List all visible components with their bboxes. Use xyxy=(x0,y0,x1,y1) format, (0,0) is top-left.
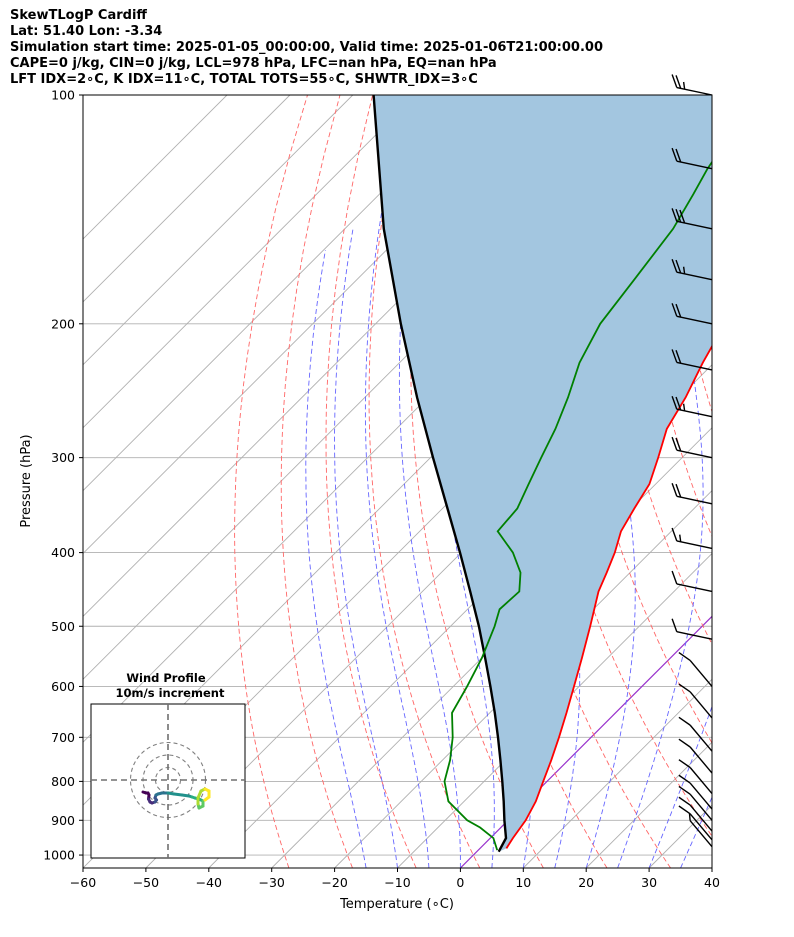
wind-barb xyxy=(671,527,713,550)
wind-barb xyxy=(671,436,713,459)
dry-adiabat xyxy=(697,95,712,245)
y-tick-label: 600 xyxy=(51,679,75,694)
x-tick-label: 30 xyxy=(641,875,657,890)
hodograph-segment xyxy=(203,795,211,802)
wind-barb xyxy=(678,716,713,752)
index-line: LFT IDX=2∘C, K IDX=11∘C, TOTAL TOTS=55∘C… xyxy=(10,72,478,87)
dry-adiabat xyxy=(280,95,353,868)
dry-adiabat xyxy=(764,95,794,868)
moist-adiabat xyxy=(334,228,398,868)
y-tick-label: 800 xyxy=(51,774,75,789)
wind-barb xyxy=(688,813,713,848)
moist-adiabat xyxy=(617,95,704,868)
wind-barb xyxy=(678,683,713,719)
wind-barb xyxy=(678,785,713,821)
wind-barb xyxy=(678,652,713,687)
y-tick-label: 900 xyxy=(51,813,75,828)
hodograph-title: Wind Profile xyxy=(126,671,206,685)
wind-barbs xyxy=(671,74,713,848)
y-tick-label: 400 xyxy=(51,545,75,560)
dry-adiabat xyxy=(731,95,794,868)
y-tick-label: 1000 xyxy=(43,848,75,863)
x-tick-label: 0 xyxy=(456,875,464,890)
parcel-profile-line xyxy=(372,95,508,853)
y-tick-label: 500 xyxy=(51,619,75,634)
time-line: Simulation start time: 2025-01-05_00:00:… xyxy=(10,40,603,55)
y-tick-label: 200 xyxy=(51,316,75,331)
moist-adiabat xyxy=(437,126,495,868)
y-axis-label: Pressure (hPa) xyxy=(19,434,34,527)
cape-cin-shading xyxy=(373,95,712,852)
wind-barb xyxy=(678,738,713,774)
moist-adiabat xyxy=(364,194,430,868)
moist-adiabat xyxy=(680,796,712,868)
x-tick-label: −50 xyxy=(133,875,159,890)
axes: −60 −50 −40 −30 −20 −10 0 10 20 30 40 100 200 300 400 5… xyxy=(43,88,720,891)
moist-adiabat xyxy=(305,250,367,868)
isotherm xyxy=(83,95,417,429)
x-tick-label: 40 xyxy=(704,875,720,890)
isotherm xyxy=(83,95,479,492)
hodograph-subtitle: 10m/s increment xyxy=(116,686,225,700)
wind-barb xyxy=(678,805,713,841)
hodograph-plot xyxy=(91,704,245,858)
isotherm xyxy=(83,95,354,366)
chart-title: SkewTLogP Cardiff xyxy=(10,8,147,23)
isotherm xyxy=(334,489,712,868)
y-tick-label: 300 xyxy=(51,450,75,465)
x-tick-label: −40 xyxy=(196,875,222,890)
zero-isotherm xyxy=(459,615,712,868)
wind-barb xyxy=(671,147,713,170)
dewpoint-line xyxy=(443,160,712,851)
isotherm xyxy=(83,95,291,303)
y-tick-label: 100 xyxy=(51,88,75,103)
x-tick-label: −20 xyxy=(321,875,347,890)
temperature-line xyxy=(505,344,712,849)
plot-area xyxy=(83,95,794,868)
x-axis-label: Temperature (∘C) xyxy=(339,897,454,912)
chart-title-block: SkewTLogP Cardiff Lat: 51.40 Lon: -3.34 … xyxy=(10,8,603,88)
moist-adiabat xyxy=(398,155,461,868)
isotherm xyxy=(83,95,228,240)
location-line: Lat: 51.40 Lon: -3.34 xyxy=(10,24,163,39)
dry-adiabat xyxy=(665,95,712,414)
wind-barb xyxy=(671,483,713,505)
dry-adiabat xyxy=(234,95,308,868)
wind-barb xyxy=(671,74,713,96)
x-tick-label: 20 xyxy=(578,875,594,890)
x-tick-label: −30 xyxy=(259,875,285,890)
x-tick-label: −10 xyxy=(384,875,410,890)
hodograph-inset: Wind Profile 10m/s increment xyxy=(90,671,246,859)
dry-adiabat xyxy=(325,95,417,868)
wind-barb xyxy=(671,303,713,325)
y-tick-label: 700 xyxy=(51,730,75,745)
x-tick-label: −60 xyxy=(70,875,96,890)
wind-barb xyxy=(671,570,713,593)
wind-barb xyxy=(671,618,713,640)
wind-barb xyxy=(678,774,713,810)
moist-adiabat xyxy=(648,705,712,868)
isotherm xyxy=(271,427,712,868)
wind-barb xyxy=(671,259,713,281)
isotherm xyxy=(522,678,712,868)
wind-barb xyxy=(671,395,713,418)
cape-line: CAPE=0 j/kg, CIN=0 j/kg, LCL=978 hPa, LF… xyxy=(10,56,497,71)
wind-barb xyxy=(678,759,713,794)
wind-barb xyxy=(678,796,713,832)
wind-barb xyxy=(671,349,713,371)
isotherm xyxy=(711,867,712,868)
wind-barb xyxy=(671,208,713,230)
x-tick-label: 10 xyxy=(515,875,531,890)
moist-adiabat xyxy=(711,866,712,868)
dry-adiabat xyxy=(368,95,481,868)
